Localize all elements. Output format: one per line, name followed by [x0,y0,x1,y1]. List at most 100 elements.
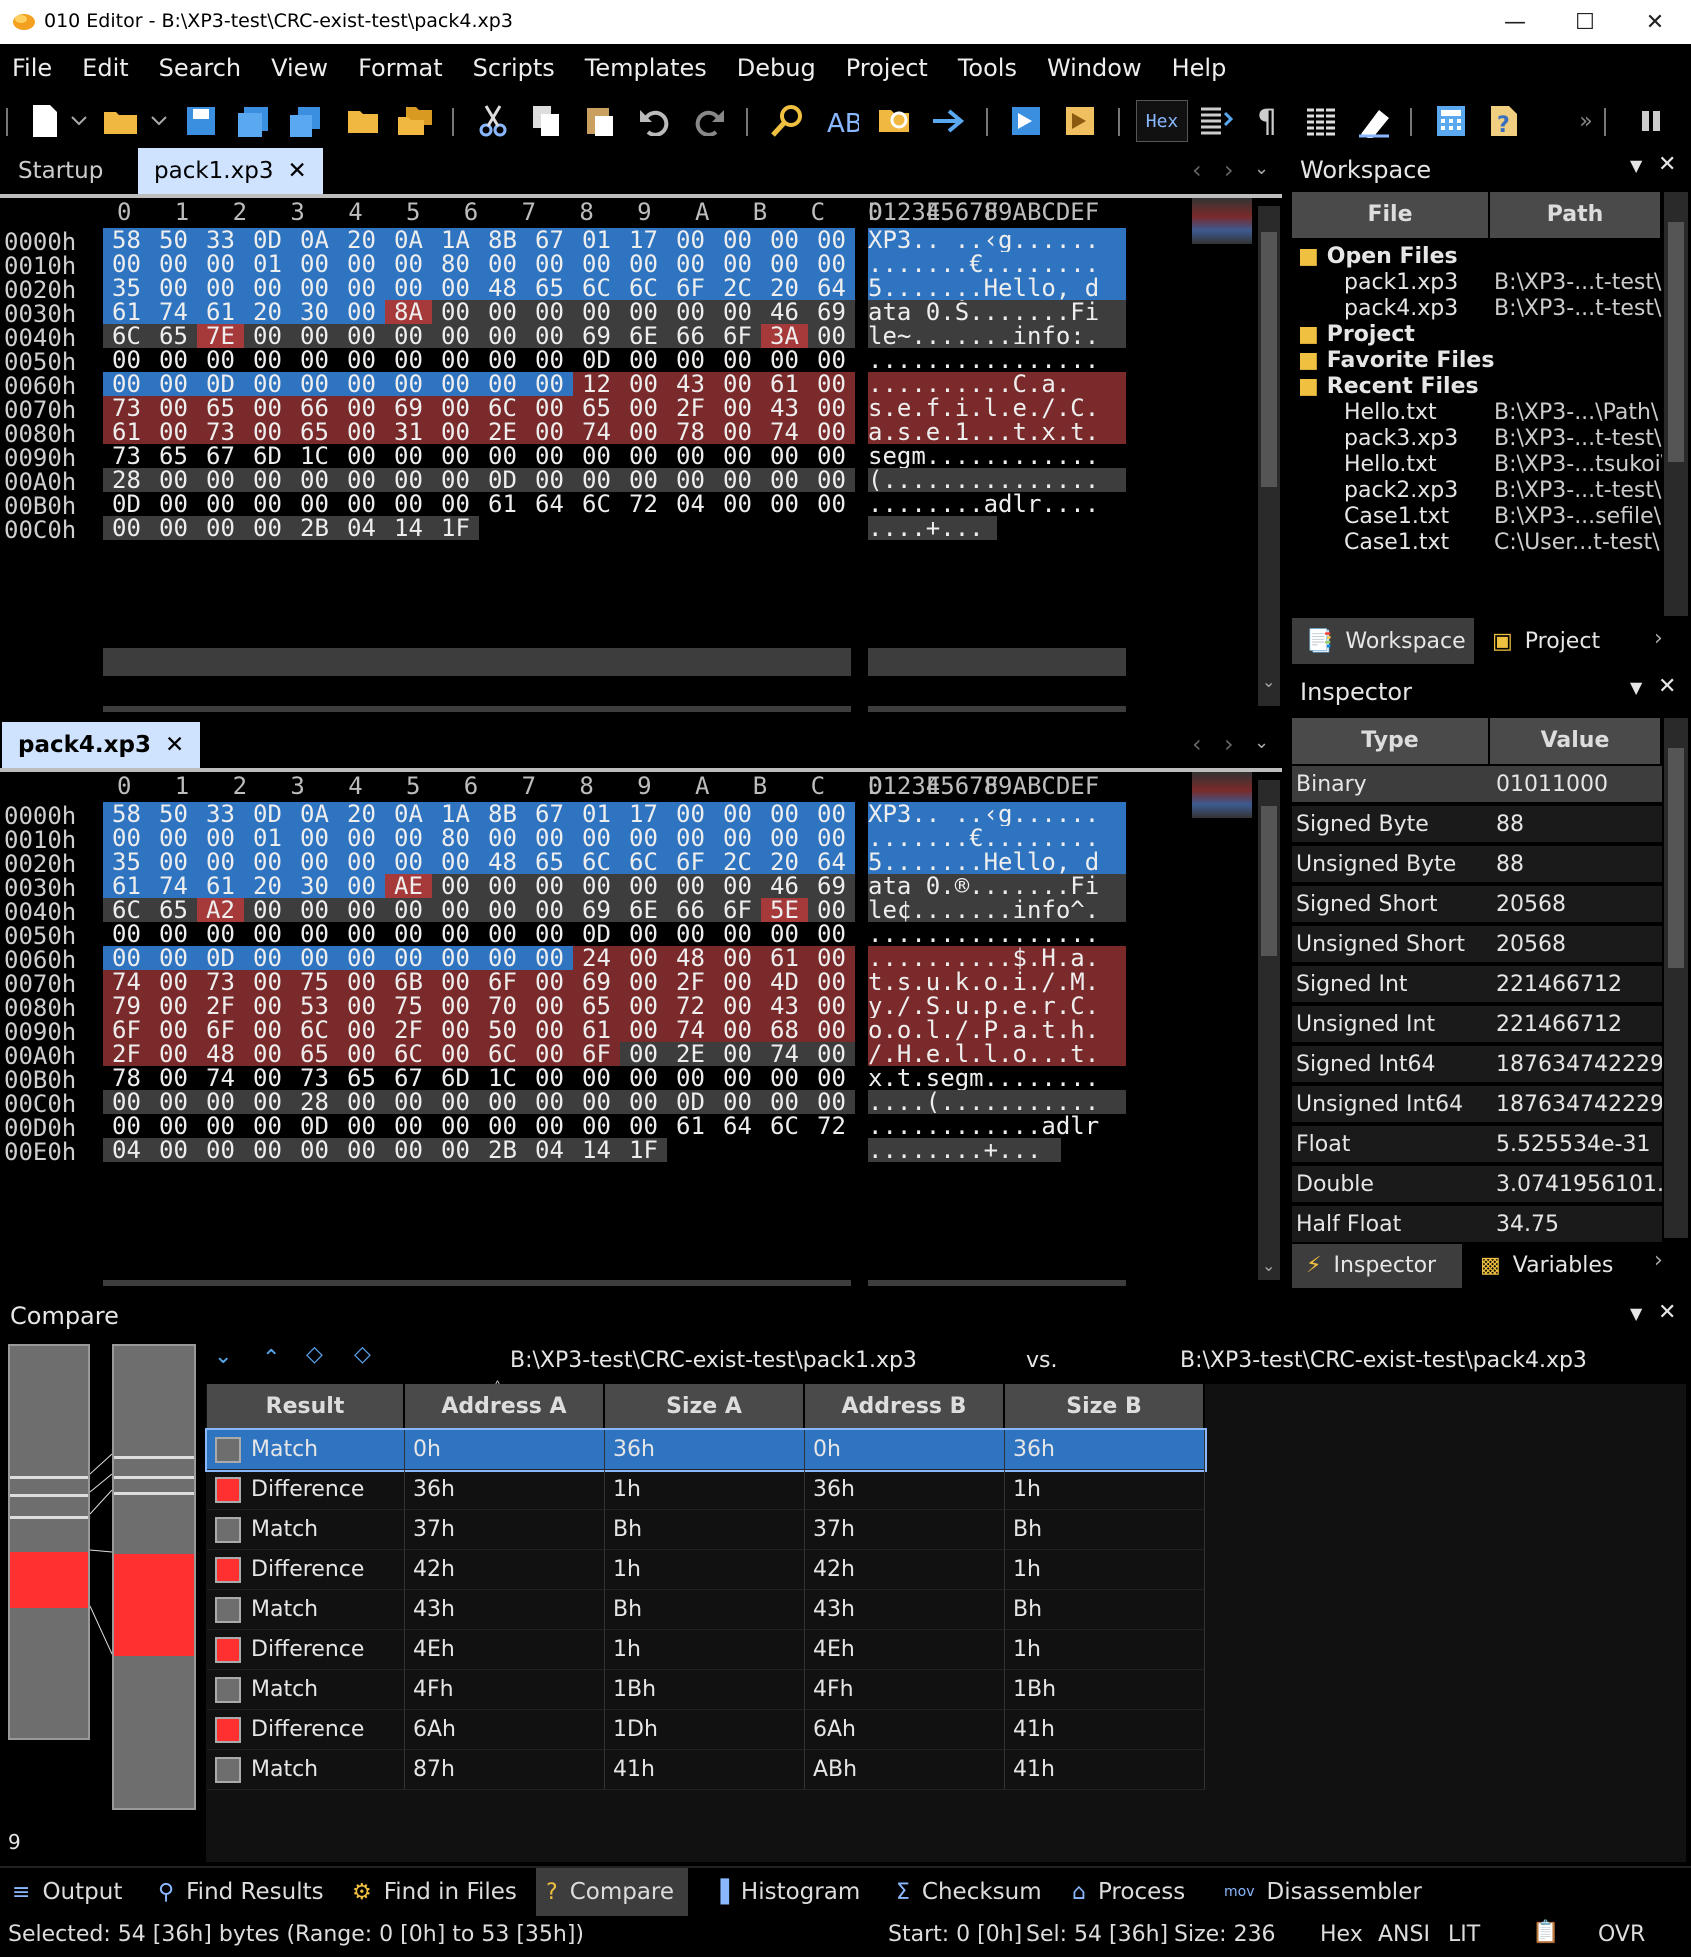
hex-byte[interactable]: 0A [291,802,338,826]
compare-row[interactable]: Match 37h Bh 37h Bh [207,1510,1205,1550]
ascii-row[interactable]: s.e.f.i.l.e./.C. [868,396,1126,420]
close-tab-icon[interactable]: ✕ [287,158,307,184]
hex-byte[interactable]: 30 [291,300,338,324]
menu-search[interactable]: Search [158,54,242,82]
compare-map-b[interactable] [112,1344,196,1810]
hex-row[interactable]: 61 74 61 20 30 00 8A 00 00 00 00 00 00 00 46 69 [103,300,855,324]
hex-byte[interactable]: 00 [676,346,705,374]
col-type-header[interactable]: Type [1292,718,1488,764]
hex-byte[interactable]: 00 [808,1018,855,1042]
compare-col-size-a[interactable]: Size A [605,1384,805,1430]
hex-byte[interactable]: 0D [582,346,611,374]
hex-byte[interactable]: 6C [770,1112,799,1140]
hex-row[interactable]: 28 00 00 00 00 00 00 00 0D 00 00 00 00 00 00 00 [103,468,855,492]
hex-byte[interactable]: 04 [103,1138,150,1162]
hex-byte[interactable]: 7E [197,324,244,348]
hex-byte[interactable]: 00 [526,300,573,324]
hex-byte[interactable]: 00 [441,442,470,470]
hex-byte[interactable]: 00 [620,1090,667,1114]
hex-byte[interactable]: 00 [385,372,432,396]
hex-byte[interactable]: 04 [676,490,705,518]
hex-byte[interactable]: 00 [150,372,197,396]
hex-byte[interactable]: 00 [808,1042,855,1066]
menu-edit[interactable]: Edit [82,54,129,82]
hex-byte[interactable]: 1C [488,1064,517,1092]
hex-byte[interactable]: 00 [159,490,188,518]
hex-byte[interactable]: 6E [620,324,667,348]
hex-byte[interactable]: 46 [761,874,808,898]
hex-byte[interactable]: 65 [347,1064,376,1092]
tab-pack1[interactable]: pack1.xp3 ✕ [138,148,323,194]
hex-byte[interactable]: 00 [573,300,620,324]
hex-byte[interactable]: 00 [432,300,479,324]
hex-byte[interactable]: 00 [479,252,526,276]
hex-byte[interactable]: 00 [761,802,808,826]
hex-byte[interactable]: 00 [535,346,564,374]
hex-byte[interactable]: 00 [526,396,573,420]
compare-map-a[interactable] [8,1344,90,1740]
find-in-files-icon[interactable] [874,100,916,142]
hex-byte[interactable]: 6F [714,898,761,922]
tree-file[interactable]: Hello.txt [1344,400,1437,425]
hex-byte[interactable]: 00 [488,346,517,374]
hex-byte[interactable]: 46 [761,300,808,324]
hex-byte[interactable]: 00 [488,442,517,470]
hex-byte[interactable]: 61 [197,300,244,324]
hex-byte[interactable]: 00 [150,468,197,492]
hex-byte[interactable]: 00 [526,994,573,1018]
compare-row[interactable]: Match 43h Bh 43h Bh [207,1590,1205,1630]
hex-byte[interactable]: 69 [808,300,855,324]
hex-byte[interactable]: 58 [103,802,150,826]
hex-byte[interactable]: 0D [300,1112,329,1140]
hex-byte[interactable]: 1F [432,516,479,540]
hex-byte[interactable]: 20 [338,802,385,826]
column-mode-icon[interactable] [1196,100,1238,142]
tab-workspace[interactable]: 📑 Workspace [1292,618,1474,664]
hex-row[interactable]: 0D 00 00 00 00 00 00 00 61 64 6C 72 04 00 00 00 [103,492,855,516]
hex-byte[interactable]: 00 [526,970,573,994]
hex-byte[interactable]: 00 [714,946,761,970]
hex-byte[interactable]: 74 [150,300,197,324]
hex-row[interactable]: 2F 00 48 00 65 00 6C 00 6C 00 6F 00 2E 00 74 00 [103,1042,855,1066]
hex-byte[interactable]: 00 [385,826,432,850]
hex-byte[interactable]: 00 [620,994,667,1018]
ascii-row[interactable]: .......€........ [868,252,1126,276]
menu-help[interactable]: Help [1171,54,1227,82]
inspector-row[interactable]: Unsigned Byte 88 [1292,846,1662,884]
hex-mode-button[interactable]: Hex [1136,100,1188,142]
hex-byte[interactable]: 00 [808,946,855,970]
hex-byte[interactable]: 00 [244,276,291,300]
hex-byte[interactable]: 00 [394,490,423,518]
hex-byte[interactable]: 00 [159,1112,188,1140]
ascii-row[interactable]: ....(........... [868,1090,1126,1114]
hex-byte[interactable]: 72 [629,490,658,518]
hex-byte[interactable]: 6C [573,276,620,300]
close-panel-icon[interactable]: ✕ [1658,1300,1677,1325]
hex-byte[interactable]: 00 [206,490,235,518]
tree-file[interactable]: pack4.xp3 [1344,296,1458,321]
hex-byte[interactable]: 00 [338,826,385,850]
status-hex[interactable]: Hex [1320,1922,1363,1947]
hex-byte[interactable]: 14 [385,516,432,540]
hex-byte[interactable]: 69 [385,396,432,420]
status-lit[interactable]: LIT [1448,1922,1481,1947]
hex-byte[interactable]: 00 [479,1090,526,1114]
hex-byte[interactable]: 28 [291,1090,338,1114]
hex-byte[interactable]: 00 [385,946,432,970]
ascii-row[interactable]: t.s.u.k.o.i./.M. [868,970,1126,994]
hex-byte[interactable]: 00 [244,946,291,970]
inspector-value[interactable]: 20568 [1490,886,1662,922]
hex-byte[interactable]: 00 [535,442,564,470]
tab-overflow-icon[interactable]: › [1654,1248,1663,1273]
hex-byte[interactable]: 00 [338,946,385,970]
hex-byte[interactable]: 6F [667,850,714,874]
hex-byte[interactable]: 00 [253,346,282,374]
hex-byte[interactable]: 78 [112,1064,141,1092]
hex-byte[interactable]: 4D [761,970,808,994]
hex-byte[interactable]: 00 [150,850,197,874]
hex-byte[interactable]: 00 [112,920,141,948]
hex-byte[interactable]: 00 [620,300,667,324]
hex-byte[interactable]: 67 [526,802,573,826]
hex-byte[interactable]: 80 [432,826,479,850]
tab-scroll-left-icon[interactable]: ‹ [1192,730,1202,758]
